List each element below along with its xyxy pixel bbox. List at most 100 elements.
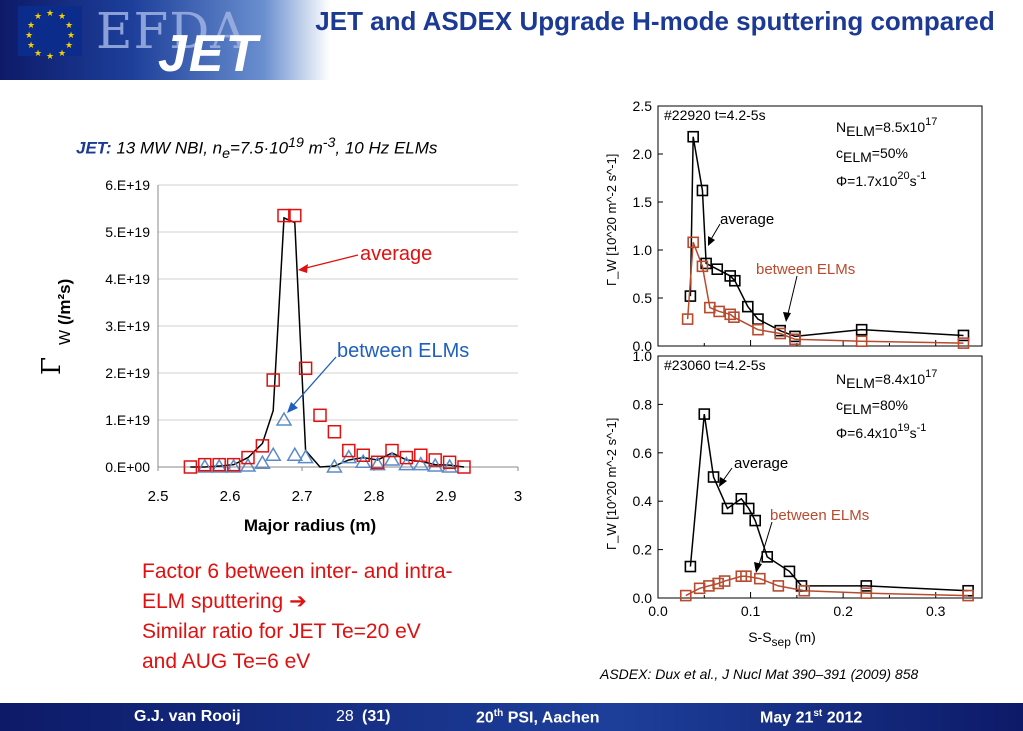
asdex-ytick-label: 0.8 xyxy=(633,396,653,412)
jet-average-point xyxy=(385,443,399,458)
jet-average-point xyxy=(298,361,313,376)
jet-between-point xyxy=(210,458,228,473)
asdex-point xyxy=(789,333,801,346)
asdex-ytick-label: 0.0 xyxy=(633,338,653,354)
a2-celm-val: =80% xyxy=(872,397,908,413)
elm-frequency: , 10 Hz ELMs xyxy=(335,138,438,158)
jet-between-point xyxy=(369,456,386,471)
jet-between-point xyxy=(412,456,430,471)
asdex-point xyxy=(774,327,786,340)
a2-xlabel: S-Ssep (m) xyxy=(748,629,816,649)
jet-average-point xyxy=(428,453,442,467)
jet-xtick-label: 2.8 xyxy=(364,488,385,505)
jet-grid xyxy=(158,184,518,468)
asdex-point xyxy=(687,130,699,143)
a2-nelm: NELM=8.4x1017 xyxy=(836,368,937,391)
jet-average-point xyxy=(277,208,291,223)
a2-xlabel-unit: (m) xyxy=(791,629,816,645)
asdex-xtick-label: 0.1 xyxy=(741,603,761,619)
jet-ytick-label: 4.E+19 xyxy=(105,271,150,287)
asdex-series-line xyxy=(689,136,964,338)
asdex-point xyxy=(741,300,754,313)
asdex-point xyxy=(860,587,873,599)
jet-average-point xyxy=(399,450,414,465)
jet-average-point xyxy=(313,408,327,423)
asdex-chart-22920: 0.00.51.01.52.02.5 #22920 t=4.2-5s NELM=… xyxy=(604,98,983,354)
asdex-point xyxy=(681,313,694,325)
asdex-point xyxy=(729,274,741,287)
asdex-point xyxy=(783,565,796,578)
jet-between-point xyxy=(239,457,257,472)
jet-conditions: JET: 13 MW NBI, ne=7.5·1019 m-3, 10 Hz E… xyxy=(76,135,437,162)
a2-phi: Φ=6.4x1019s-1 xyxy=(836,422,926,441)
asdex-point xyxy=(721,502,734,515)
footer-date-year: 2012 xyxy=(822,709,863,727)
a2-celm-c: c xyxy=(836,397,843,413)
asdex-chart-23060: 0.0 0.2 0.4 0.6 0.8 1.0 0.0 0.1 0.2 0.3 #23060 t=… xyxy=(604,350,983,649)
average-annotation: average xyxy=(360,243,432,265)
jet-ytick-label: 3.E+19 xyxy=(105,318,150,334)
asdex-point xyxy=(962,589,974,602)
asdex-point xyxy=(707,471,720,483)
jet-average-point xyxy=(226,457,241,472)
a2-phi-sup: 19 xyxy=(897,422,909,434)
header-logo-band: ★ ★ ★ ★ ★ ★ ★ ★ ★ ★ ★ ★ EFDA JET xyxy=(0,0,330,83)
jet-marks xyxy=(183,208,471,474)
conclusion-line-1: Factor 6 between inter- and intra- xyxy=(142,560,453,583)
a2-axes: 0.0 0.2 0.4 0.6 0.8 1.0 0.0 0.1 0.2 0.3 xyxy=(633,350,983,619)
ne-unit: m xyxy=(303,138,323,158)
jet-xtick-label: 2.6 xyxy=(220,488,241,505)
asdex-point xyxy=(728,311,740,323)
jet-average-point xyxy=(255,439,270,453)
a2-nelm-sub: ELM xyxy=(846,375,875,391)
asdex-point xyxy=(754,572,766,585)
footer-conference: 20th PSI, Aachen xyxy=(476,708,600,727)
asdex-ytick-label: 2.5 xyxy=(633,98,653,114)
asdex-point xyxy=(740,570,752,583)
a2-nelm-sup: 17 xyxy=(925,368,937,380)
asdex-point xyxy=(855,323,868,336)
ne-exponent: 19 xyxy=(288,135,304,151)
asdex-xtick-label: 0.0 xyxy=(648,603,668,619)
jet-xtick-label: 2.7 xyxy=(292,488,313,505)
jet-average-point xyxy=(414,448,428,462)
a2-average-annotation: average xyxy=(734,455,788,472)
footer-conf-rest: PSI, Aachen xyxy=(503,709,600,727)
a1-label: #22920 t=4.2-5s xyxy=(664,107,766,123)
a1-phi-unit: s xyxy=(910,173,917,189)
asdex-point xyxy=(855,335,868,347)
asdex-point xyxy=(679,589,692,602)
asdex-point xyxy=(752,323,764,336)
jet-between-point xyxy=(297,449,314,464)
a1-nelm-sub: ELM xyxy=(846,123,875,139)
a1-phi-sup: 20 xyxy=(897,170,909,182)
asdex-point xyxy=(860,580,873,592)
a1-average-annotation: average xyxy=(720,211,774,228)
asdex-point xyxy=(684,560,697,573)
asdex-ytick-label: 0.0 xyxy=(633,590,653,606)
jet-logo-text: JET xyxy=(158,25,260,83)
a2-average-arrowhead-icon xyxy=(719,477,727,487)
jet-average-point xyxy=(212,457,226,472)
asdex-point xyxy=(713,305,725,318)
jet-average-point xyxy=(342,443,356,458)
a1-ylabel: Γ_W [10^20 m^-2 s^-1] xyxy=(604,154,619,286)
asdex-series-line xyxy=(686,242,964,344)
jet-average-point xyxy=(457,460,471,474)
jet-average-point xyxy=(241,450,255,465)
a2-phi-val: Φ=6.4x10 xyxy=(836,425,898,441)
jet-xtick-label: 3 xyxy=(514,488,522,505)
a2-nelm-n: N xyxy=(836,371,846,387)
jet-between-point xyxy=(196,458,214,473)
footer-conf-number: 20 xyxy=(476,709,494,727)
jet-average-point xyxy=(327,425,342,439)
a1-celm: cELM=50% xyxy=(836,145,908,165)
jet-between-point xyxy=(426,457,444,472)
ne-subscript: e xyxy=(222,146,230,163)
jet-ylabel-gamma: Γ xyxy=(40,357,67,375)
footer-author: G.J. van Rooij xyxy=(134,708,241,725)
a1-celm-sub: ELM xyxy=(843,149,872,165)
a1-phi: Φ=1.7x1020s-1 xyxy=(836,170,926,189)
a2-between-arrowhead-icon xyxy=(754,562,762,573)
asdex-point xyxy=(735,492,748,505)
